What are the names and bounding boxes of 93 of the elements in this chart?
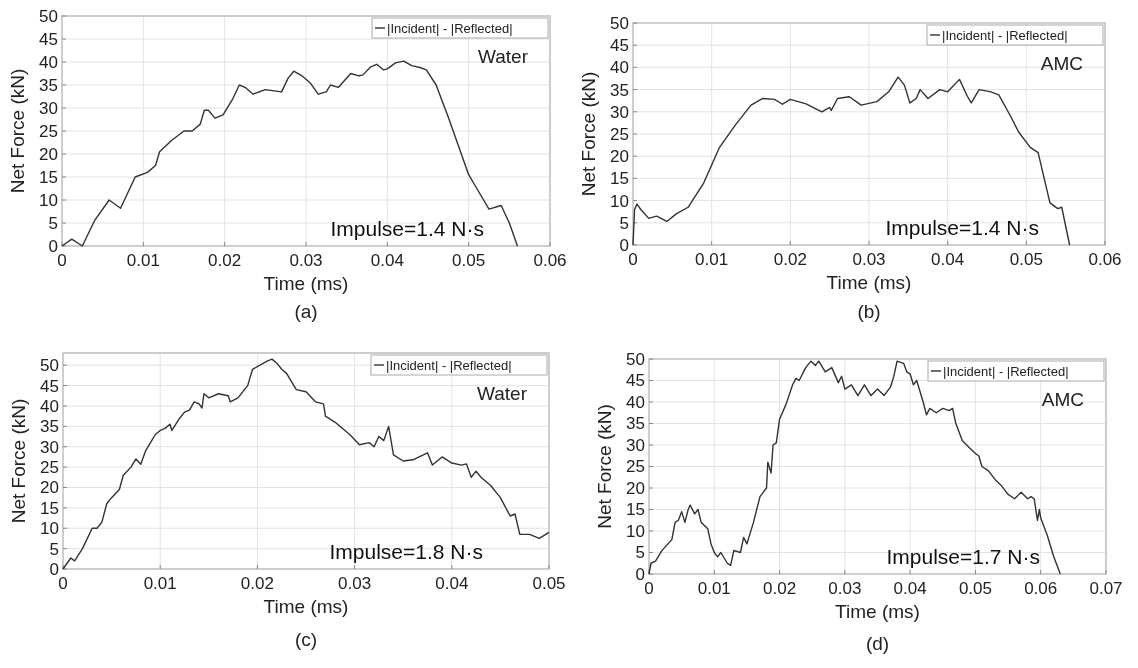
y-tick-label: 40	[40, 396, 59, 416]
legend-label: |Incident| - |Reflected|	[943, 363, 1069, 379]
y-tick-label: 25	[39, 121, 58, 141]
x-axis-title: Time (ms)	[835, 601, 920, 622]
x-tick-label: 0.02	[208, 251, 242, 270]
y-axis-title: Net Force (kN)	[7, 68, 28, 194]
y-tick-label: 20	[626, 478, 645, 498]
y-tick-label: 40	[610, 58, 629, 78]
y-tick-label: 40	[626, 392, 645, 412]
y-tick-label: 15	[626, 500, 645, 520]
annotation: Impulse=1.7 N·s	[886, 545, 1040, 568]
x-tick-label: 0.04	[931, 250, 965, 269]
y-axis-title: Net Force (kN)	[8, 398, 29, 524]
x-tick-label: 0.03	[289, 251, 323, 270]
y-tick-label: 35	[39, 75, 58, 95]
y-tick-label: 10	[40, 519, 59, 539]
x-tick-label: 0.04	[435, 574, 469, 593]
y-tick-label: 30	[39, 98, 58, 118]
y-tick-label: 5	[49, 539, 59, 559]
annotation: AMC	[1040, 53, 1083, 74]
y-tick-label: 25	[40, 458, 59, 478]
x-tick-label: 0.01	[143, 574, 177, 593]
y-tick-label: 45	[39, 29, 58, 49]
annotation: AMC	[1041, 389, 1084, 410]
y-tick-label: 25	[626, 457, 645, 477]
y-tick-label: 25	[610, 124, 629, 144]
x-tick-label: 0.07	[1089, 579, 1123, 598]
x-tick-label: 0.03	[338, 574, 372, 593]
x-tick-label: 0.01	[126, 251, 160, 270]
x-tick-label: 0.06	[1088, 250, 1122, 269]
x-tick-label: 0.05	[532, 574, 566, 593]
x-tick-label: 0.06	[533, 251, 567, 270]
x-tick-label: 0.06	[1024, 579, 1058, 598]
x-tick-label: 0.04	[370, 251, 404, 270]
y-tick-label: 30	[626, 435, 645, 455]
y-tick-label: 10	[610, 191, 629, 211]
annotation: Water	[478, 46, 529, 67]
y-tick-label: 20	[39, 144, 58, 164]
y-tick-label: 50	[626, 349, 645, 369]
x-tick-label: 0.01	[697, 579, 731, 598]
y-tick-label: 35	[40, 417, 59, 437]
text: (d)	[865, 633, 890, 654]
x-tick-label: 0.02	[763, 579, 797, 598]
y-tick-label: 45	[40, 376, 59, 396]
annotation: Impulse=1.8 N·s	[329, 540, 483, 563]
legend-label: |Incident| - |Reflected|	[387, 20, 513, 36]
y-tick-label: 15	[40, 498, 59, 518]
annotation: Impulse=1.4 N·s	[885, 216, 1039, 239]
y-tick-label: 20	[40, 478, 59, 498]
x-axis-title: Time (ms)	[263, 273, 349, 294]
y-tick-label: 10	[626, 521, 645, 541]
annotation: Water	[477, 383, 528, 404]
y-tick-label: 20	[610, 147, 629, 167]
y-axis-title: Net Force (kN)	[594, 404, 615, 529]
legend-label: |Incident| - |Reflected|	[942, 27, 1068, 43]
y-tick-label: 35	[626, 414, 645, 434]
y-tick-label: 10	[39, 190, 58, 210]
x-tick-label: 0.05	[1009, 250, 1043, 269]
y-tick-label: 50	[39, 6, 58, 26]
line-series	[632, 76, 1071, 246]
y-tick-label: 45	[626, 371, 645, 391]
y-tick-label: 0	[619, 235, 629, 255]
y-tick-label: 35	[610, 80, 629, 100]
y-axis-title: Net Force (kN)	[578, 71, 599, 197]
legend-label: |Incident| - |Reflected|	[386, 357, 512, 373]
y-tick-label: 45	[610, 36, 629, 56]
text: (c)	[294, 629, 318, 650]
x-tick-label: 0.02	[773, 250, 807, 269]
text: (a)	[294, 301, 318, 322]
x-tick-label: 0.05	[958, 579, 992, 598]
x-axis-title: Time (ms)	[263, 596, 349, 617]
y-tick-label: 50	[40, 356, 59, 376]
y-tick-label: 30	[610, 102, 629, 122]
y-tick-label: 15	[39, 167, 58, 187]
x-tick-label: 0.03	[852, 250, 886, 269]
y-tick-label: 40	[39, 52, 58, 72]
y-tick-label: 15	[610, 169, 629, 189]
x-tick-label: 0.05	[452, 251, 486, 270]
y-tick-label: 5	[635, 543, 645, 563]
x-tick-label: 0.03	[828, 579, 862, 598]
line-series	[62, 358, 550, 570]
x-tick-label: 0.04	[893, 579, 927, 598]
y-tick-label: 0	[48, 236, 58, 256]
text: (b)	[857, 301, 881, 322]
x-tick-label: 0.02	[240, 574, 274, 593]
x-axis-title: Time (ms)	[826, 272, 912, 293]
y-tick-label: 30	[40, 437, 59, 457]
y-tick-label: 5	[48, 213, 58, 233]
y-tick-label: 50	[610, 13, 629, 33]
x-tick-label: 0.01	[695, 250, 729, 269]
annotation: Impulse=1.4 N·s	[330, 217, 484, 240]
y-tick-label: 0	[49, 559, 59, 579]
y-tick-label: 5	[619, 213, 629, 233]
